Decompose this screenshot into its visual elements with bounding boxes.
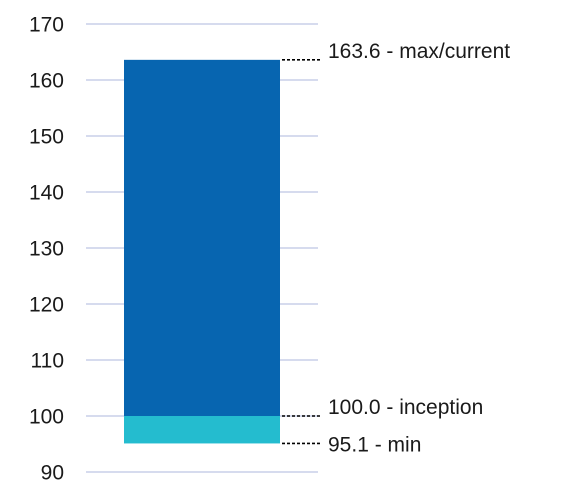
y-tick-label: 90 — [41, 462, 64, 482]
y-tick-label: 140 — [29, 182, 64, 205]
annotation-label: 100.0 - inception — [328, 396, 483, 419]
bar-segment-min-to-inception — [124, 416, 280, 444]
y-tick-label: 120 — [29, 294, 64, 317]
y-tick-label: 170 — [29, 14, 64, 37]
annotation-label: 163.6 - max/current — [328, 40, 510, 63]
bar-segment-inception-to-max — [124, 59, 280, 417]
y-tick-label: 160 — [29, 70, 64, 93]
annotation-label: 95.1 - min — [328, 433, 421, 456]
annotations: 163.6 - max/current 100.0 - inception 95.1… — [282, 40, 510, 456]
y-axis-tick-labels: 170 160 150 140 130 120 110 100 90 — [29, 14, 64, 482]
y-tick-label: 110 — [31, 350, 64, 373]
y-tick-label: 130 — [29, 238, 64, 261]
y-tick-label: 100 — [29, 406, 64, 429]
bar-segments — [124, 59, 280, 444]
y-tick-label: 150 — [29, 126, 64, 149]
